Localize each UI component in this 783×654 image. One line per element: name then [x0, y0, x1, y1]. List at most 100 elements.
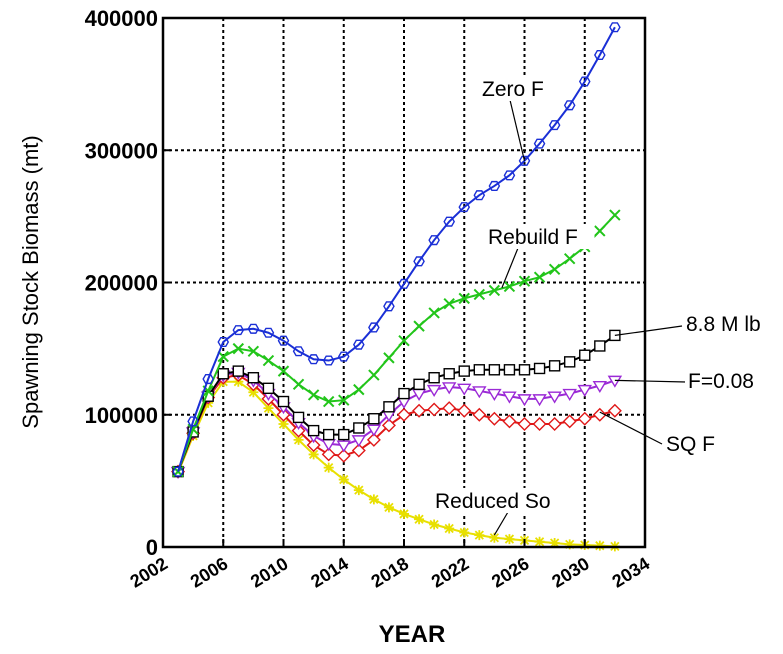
- series-zero-f: [172, 22, 621, 477]
- data-point: [473, 288, 486, 301]
- data-point: [607, 375, 623, 388]
- data-point: [399, 508, 409, 519]
- data-point: [413, 378, 425, 391]
- data-point: [457, 383, 472, 396]
- data-point: [398, 334, 410, 347]
- data-point: [503, 280, 516, 293]
- data-point: [473, 364, 486, 376]
- data-point: [562, 414, 577, 429]
- series-8-8-m-lb: [172, 329, 621, 478]
- data-point: [277, 335, 290, 346]
- data-point: [532, 417, 547, 431]
- data-point: [592, 380, 608, 394]
- data-point: [277, 395, 290, 408]
- data-point: [578, 76, 591, 87]
- data-point: [458, 365, 470, 377]
- x-axis-title: YEAR: [379, 621, 446, 648]
- data-point: [473, 190, 486, 201]
- y-tick-label: 0: [146, 535, 158, 560]
- data-point: [202, 374, 214, 385]
- x-tick-label: 2006: [187, 553, 232, 591]
- data-point: [276, 407, 291, 422]
- data-point: [428, 235, 440, 246]
- x-tick-label: 2034: [609, 553, 654, 591]
- annotation-label: Rebuild F: [488, 226, 578, 249]
- data-point: [353, 422, 365, 434]
- annotation-leader: [509, 99, 526, 161]
- data-point: [232, 365, 245, 377]
- data-point: [594, 340, 606, 352]
- data-point: [518, 364, 531, 376]
- data-point: [518, 275, 531, 287]
- data-point: [474, 530, 485, 541]
- data-point: [338, 474, 349, 485]
- data-point: [609, 22, 621, 33]
- data-point: [336, 448, 351, 463]
- data-point: [502, 391, 517, 404]
- data-point: [278, 419, 289, 430]
- annotation-leader: [493, 511, 509, 536]
- data-point: [398, 278, 410, 289]
- data-point: [383, 301, 395, 312]
- data-point: [262, 327, 275, 338]
- data-point: [592, 407, 607, 422]
- data-point: [489, 532, 500, 543]
- data-point: [429, 519, 440, 530]
- data-point: [248, 387, 259, 398]
- data-point: [263, 403, 274, 414]
- data-point: [443, 297, 455, 310]
- data-point: [338, 394, 350, 406]
- annotation-label: SQ F: [666, 433, 715, 456]
- data-point: [383, 352, 395, 364]
- data-point: [368, 494, 379, 505]
- y-tick-label: 400000: [85, 6, 158, 31]
- data-point: [366, 432, 381, 447]
- data-point: [413, 320, 425, 332]
- data-point: [564, 539, 575, 550]
- data-point: [337, 351, 350, 362]
- y-axis-title: Spawning Stock Biomass (mt): [18, 135, 43, 428]
- series-rebuild-f: [172, 209, 621, 478]
- data-point: [457, 403, 472, 418]
- data-point: [549, 538, 560, 549]
- series-line: [177, 334, 616, 472]
- data-point: [368, 413, 380, 425]
- data-point: [307, 389, 320, 401]
- x-tick-label: 2026: [488, 553, 533, 591]
- data-point: [217, 368, 229, 380]
- data-point: [428, 307, 440, 319]
- data-point: [338, 428, 350, 441]
- data-point: [292, 378, 305, 391]
- data-point: [533, 362, 546, 375]
- data-point: [383, 401, 395, 413]
- data-point: [398, 387, 410, 400]
- data-point: [307, 354, 320, 365]
- data-point: [293, 434, 304, 445]
- data-point: [277, 365, 290, 377]
- data-point: [292, 346, 305, 357]
- data-point: [413, 256, 425, 267]
- data-point: [594, 540, 605, 551]
- data-point: [502, 414, 517, 429]
- annotation-8-8-m-lb: 8.8 M lb: [614, 311, 781, 336]
- series-line: [177, 371, 616, 472]
- data-point: [322, 395, 335, 408]
- data-point: [322, 355, 335, 366]
- annotation-rebuild-f: Rebuild F: [485, 224, 595, 289]
- data-point: [443, 216, 455, 227]
- data-point: [487, 411, 502, 426]
- data-point: [458, 202, 471, 213]
- x-tick-label: 2010: [247, 553, 292, 591]
- data-point: [444, 523, 455, 534]
- data-point: [414, 514, 425, 525]
- annotation-reduced-so: Reduced So: [432, 488, 553, 536]
- data-point: [428, 372, 440, 384]
- data-point: [187, 416, 199, 427]
- data-point: [488, 180, 501, 191]
- annotation-leader: [599, 411, 663, 445]
- data-point: [426, 384, 442, 397]
- annotation-sq-f: SQ F: [599, 411, 715, 456]
- data-point: [412, 403, 427, 418]
- annotation-f-0-08: F=0.08: [614, 368, 760, 393]
